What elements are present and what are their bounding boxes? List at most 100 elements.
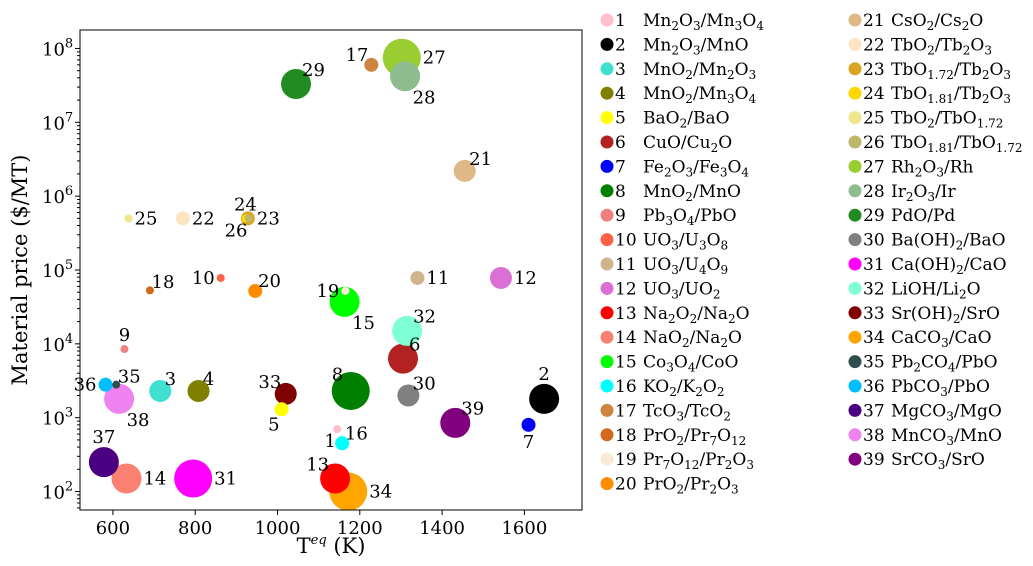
legend-number: 34 [863,328,885,348]
legend-number: 32 [863,279,885,299]
legend-formula: Fe2O3/Fe3O4 [643,157,749,179]
legend-formula: Pb2CO4/PbO [891,353,998,375]
point-label-33: 33 [258,372,281,393]
legend-formula: CaCO3/CaO [891,328,992,350]
legend-number: 2 [615,35,626,55]
legend-formula: UO3/UO2 [643,279,721,301]
legend-marker [848,62,862,76]
data-point-18 [145,286,154,295]
legend-formula: PdO/Pd [891,206,955,226]
legend-item-36: 36 PbCO3/PbO [848,377,990,399]
legend-item-37: 37 MgCO3/MgO [848,401,1002,423]
data-point-11 [410,270,425,285]
legend-formula: MnO2/Mn2O3 [643,60,756,82]
legend-marker [848,379,862,393]
legend-marker [600,184,614,198]
x-axis-title: Teq (K) [297,533,366,558]
legend-formula: Ba(OH)2/BaO [891,231,1006,253]
point-label-1: 1 [325,431,336,452]
x-tick-label: 1000 [255,518,301,539]
legend-marker [848,86,862,100]
legend-formula: TcO3/TcO2 [643,401,731,423]
legend-number: 21 [863,11,885,31]
data-point-2 [529,383,560,414]
point-label-25: 25 [135,208,158,229]
legend-item-17: 17 TcO3/TcO2 [600,401,731,423]
point-label-23: 23 [257,208,280,229]
data-point-10 [216,273,225,282]
legend-marker [848,184,862,198]
legend-formula: TbO1.81/Tb2O3 [891,84,1011,106]
legend-item-2: 2 Mn2O3/MnO [600,35,749,57]
legend-marker [600,403,614,417]
legend-formula: KO2/K2O2 [643,377,724,399]
legend-marker [600,452,614,466]
y-tick-label: 105 [42,258,73,282]
legend-item-13: 13 Na2O2/Na2O [600,304,750,326]
legend-item-38: 38 MnCO3/MnO [848,426,1002,448]
y-axis-title: Material price ($/MT) [8,155,32,386]
data-point-14 [111,463,142,494]
x-tick-label: 600 [96,518,130,539]
point-label-18: 18 [152,272,175,293]
point-label-26: 26 [225,220,248,241]
legend-number: 5 [615,109,626,129]
data-point-13 [320,463,351,494]
point-label-10: 10 [192,268,215,289]
point-label-20: 20 [258,271,281,292]
legend-item-35: 35 Pb2CO4/PbO [848,353,998,375]
legend-number: 23 [863,60,885,80]
point-label-39: 39 [461,399,484,420]
legend-item-34: 34 CaCO3/CaO [848,328,992,350]
point-label-16: 16 [345,423,368,444]
legend-marker [600,135,614,149]
data-point-20 [248,283,263,298]
legend-formula: TbO2/Tb2O3 [891,35,992,57]
legend-marker [600,355,614,369]
legend-number: 22 [863,35,885,55]
point-label-34: 34 [369,482,392,503]
legend-item-16: 16 KO2/K2O2 [600,377,724,399]
legend-item-3: 3 MnO2/Mn2O3 [600,60,756,82]
y-tick-label: 104 [42,332,73,356]
legend-number: 19 [615,450,637,470]
legend: 1 Mn2O3/Mn3O4 2 Mn2O3/MnO 3 MnO2/Mn2O3 4 MnO2/M… [600,11,1023,497]
legend-marker [600,330,614,344]
data-point-15 [329,286,360,317]
legend-number: 17 [615,401,637,421]
legend-formula: Na2O2/Na2O [643,304,750,326]
data-point-26 [244,214,253,223]
point-label-30: 30 [413,373,436,394]
legend-formula: CsO2/Cs2O [891,11,983,33]
legend-formula: Pb3O4/PbO [643,206,737,228]
data-point-5 [274,402,289,417]
point-label-36: 36 [74,375,97,396]
legend-number: 30 [863,231,885,251]
legend-formula: UO3/U3O8 [643,231,728,253]
legend-item-9: 9 Pb3O4/PbO [600,206,737,228]
legend-formula: Ca(OH)2/CaO [891,255,1007,277]
data-point-6 [388,343,419,374]
legend-number: 7 [615,157,626,177]
legend-formula: TbO1.72/Tb2O3 [891,60,1011,82]
legend-formula: CuO/Cu2O [643,133,732,155]
legend-number: 38 [863,426,885,446]
data-point-21 [453,159,476,182]
x-tick-label: 1200 [337,518,383,539]
legend-marker [600,281,614,295]
legend-item-39: 39 SrCO3/SrO [848,450,985,472]
legend-marker [600,477,614,491]
legend-formula: UO3/U4O9 [643,255,728,277]
point-label-2: 2 [538,364,549,385]
legend-number: 39 [863,450,885,470]
legend-formula: MnO2/Mn3O4 [643,84,757,106]
data-point-4 [187,379,210,402]
legend-marker [848,233,862,247]
point-label-13: 13 [306,454,329,475]
point-label-8: 8 [332,365,343,386]
legend-marker [848,13,862,27]
point-label-17: 17 [346,45,369,66]
legend-marker [848,208,862,222]
legend-item-18: 18 PrO2/Pr7O12 [600,426,746,448]
